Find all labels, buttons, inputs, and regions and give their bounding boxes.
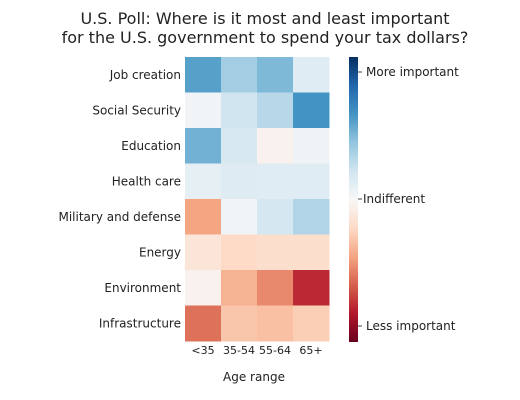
heatmap-cell <box>293 199 330 235</box>
heatmap-cell <box>293 163 330 200</box>
colorbar-mid-label: Indifferent <box>363 192 425 206</box>
colorbar-top-label: More important <box>366 65 459 79</box>
heatmap-cell <box>221 128 258 164</box>
heatmap-cell <box>185 128 222 164</box>
heatmap-cell <box>221 57 258 93</box>
heatmap-cell <box>293 270 330 306</box>
heatmap-cell <box>221 163 258 200</box>
heatmap-cell <box>293 57 330 93</box>
heatmap-cell <box>185 305 222 342</box>
heatmap-cell <box>257 270 294 306</box>
heatmap-cell <box>185 199 222 235</box>
column-label: <35 <box>191 344 214 357</box>
row-label: Education <box>121 139 181 153</box>
heatmap-cell <box>185 163 222 200</box>
heatmap-cell <box>257 128 294 164</box>
heatmap-cell <box>293 92 330 129</box>
column-label: 65+ <box>299 344 322 357</box>
heatmap-cell <box>257 57 294 93</box>
heatmap-cell <box>185 234 222 271</box>
heatmap-cells <box>185 57 330 342</box>
heatmap-cell <box>221 92 258 129</box>
heatmap-cell <box>257 92 294 129</box>
row-label: Social Security <box>92 103 181 117</box>
heatmap-cell <box>293 234 330 271</box>
heatmap-cell <box>257 163 294 200</box>
heatmap-cell <box>185 92 222 129</box>
column-label: 55-64 <box>259 344 291 357</box>
column-labels: <35 35-54 55-64 65+ <box>191 344 322 357</box>
column-label: 35-54 <box>223 344 255 357</box>
heatmap-cell <box>185 57 222 93</box>
chart-title-line-2: for the U.S. government to spend your ta… <box>62 28 469 47</box>
colorbar <box>349 57 358 342</box>
row-labels: Job creation Social Security Education Heal… <box>58 68 181 331</box>
row-label: Energy <box>139 245 181 259</box>
row-label: Job creation <box>109 68 181 82</box>
heatmap-cell <box>221 199 258 235</box>
heatmap-cell <box>257 305 294 342</box>
heatmap-cell <box>293 305 330 342</box>
heatmap-cell <box>257 199 294 235</box>
row-label: Military and defense <box>58 210 181 224</box>
heatmap-cell <box>293 128 330 164</box>
row-label: Environment <box>104 281 181 295</box>
heatmap-cell <box>185 270 222 306</box>
row-label: Health care <box>112 174 181 188</box>
x-axis-label: Age range <box>223 370 285 384</box>
heatmap-cell <box>221 305 258 342</box>
row-label: Infrastructure <box>99 316 181 330</box>
chart-title-line-1: U.S. Poll: Where is it most and least im… <box>80 9 449 28</box>
heatmap-cell <box>221 234 258 271</box>
colorbar-bottom-label: Less important <box>366 319 456 333</box>
heatmap-cell <box>221 270 258 306</box>
heatmap-cell <box>257 234 294 271</box>
